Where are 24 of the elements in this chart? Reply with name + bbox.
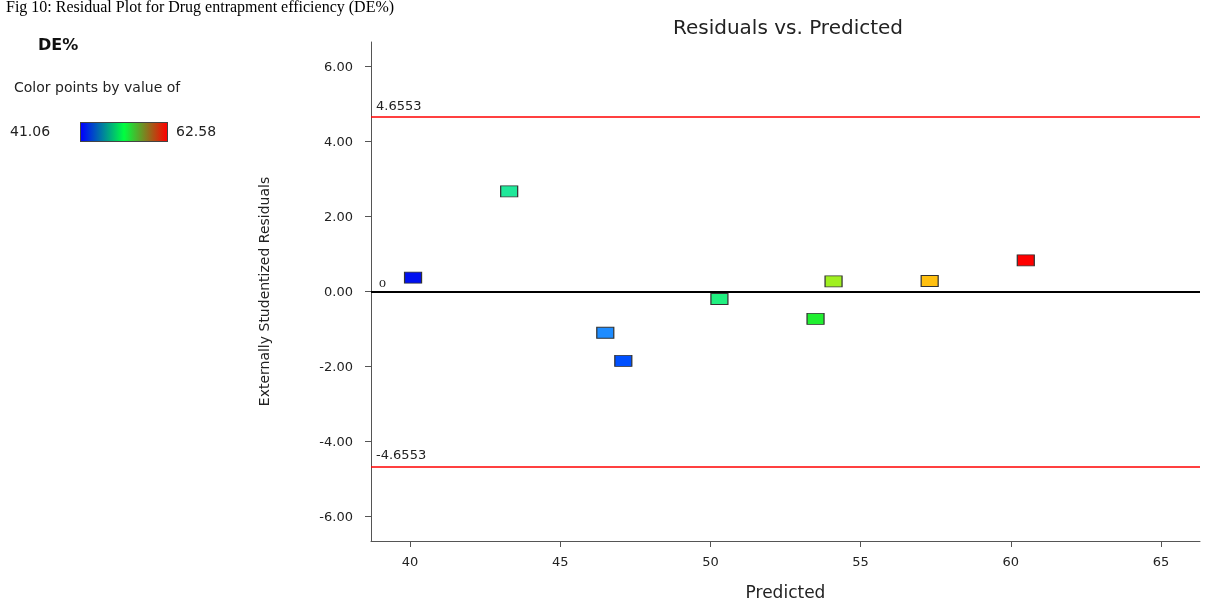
y-tick-label: 4.00 bbox=[324, 133, 353, 149]
legend-title: DE% bbox=[38, 34, 79, 54]
x-tick-label: 55 bbox=[852, 554, 869, 569]
x-tick-label: 60 bbox=[1002, 554, 1020, 569]
annotation: o bbox=[379, 275, 386, 291]
y-tick-label: -6.00 bbox=[319, 509, 353, 525]
text: 62.58 bbox=[176, 123, 217, 139]
y-tick-label: -4.00 bbox=[319, 434, 353, 450]
x-tick-label: 45 bbox=[551, 554, 569, 569]
ref-line-label: 4.6553 bbox=[376, 97, 422, 113]
x-tick-label: 65 bbox=[1152, 554, 1170, 569]
ref-line-label: -4.6553 bbox=[376, 447, 427, 463]
x-tick-label: 40 bbox=[401, 554, 419, 569]
y-tick-label: -2.00 bbox=[319, 359, 353, 375]
y-tick-label: 0.00 bbox=[324, 284, 353, 299]
color-bar-title: Color points by value of bbox=[14, 79, 182, 95]
x-tick-label: 50 bbox=[702, 554, 719, 569]
y-axis-title: Externally Studentized Residuals bbox=[256, 176, 272, 407]
chart-title: Residuals vs. Predicted bbox=[672, 15, 904, 39]
caption: Fig 10: Residual Plot for Drug entrapment efficiency (DE%) bbox=[6, 0, 395, 16]
text: 41.06 bbox=[10, 123, 51, 139]
x-axis-title: Predicted bbox=[745, 581, 826, 602]
y-tick-label: 2.00 bbox=[324, 208, 353, 224]
y-tick-label: 6.00 bbox=[324, 58, 353, 74]
